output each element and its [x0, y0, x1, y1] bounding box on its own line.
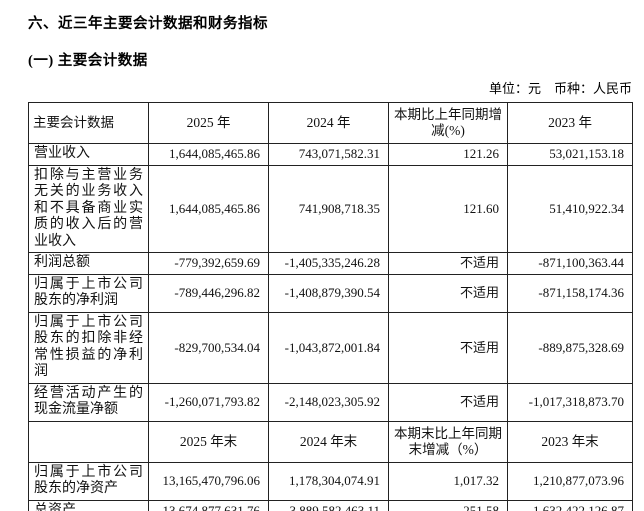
table-row-net-profit-excl-nonrecurring: 归属于上市公司股东的扣除非经常性损益的净利润 -829,700,534.04 -…: [28, 311, 633, 384]
value-2025: 1,644,085,465.86: [148, 143, 269, 166]
value-2023: 51,410,922.34: [507, 164, 633, 253]
value-2024: -1,408,879,390.54: [268, 273, 389, 313]
value-2023: -871,100,363.44: [507, 252, 633, 275]
subsection-title: (一) 主要会计数据: [28, 53, 148, 69]
value-yoy: 不适用: [388, 382, 508, 422]
table-row-revenue-after-deduction: 扣除与主营业务无关的业务收入和不具备商业实质的收入后的营业收入 1,644,08…: [28, 164, 633, 253]
value-2024-end: 1,178,304,074.91: [268, 461, 389, 501]
table-row-net-assets-attributable: 归属于上市公司股东的净资产 13,165,470,796.06 1,178,30…: [28, 461, 633, 501]
table-header-row-annual: 主要会计数据 2025 年 2024 年 本期比上年同期增减(%) 2023 年: [28, 102, 633, 144]
value-2024: -1,405,335,246.28: [268, 252, 389, 275]
column-header-period-end-change: 本期末比上年同期末增减（%）: [388, 420, 508, 463]
value-2023-end: 1,210,877,073.96: [507, 461, 633, 501]
section-title: 六、近三年主要会计数据和财务指标: [28, 16, 268, 32]
value-2023-end: 1,632,422,126.87: [507, 499, 633, 511]
column-header-metric: 主要会计数据: [28, 102, 149, 144]
value-2025: 1,644,085,465.86: [148, 164, 269, 253]
column-header-empty: [28, 420, 149, 463]
row-label: 归属于上市公司股东的扣除非经常性损益的净利润: [28, 311, 149, 384]
value-2025-end: 13,674,877,631.76: [148, 499, 269, 511]
table-row-total-assets: 总资产 13,674,877,631.76 3,889,582,463.11 2…: [28, 499, 633, 511]
value-2023: 53,021,153.18: [507, 143, 633, 166]
table-row-operating-cash-flow: 经营活动产生的现金流量净额 -1,260,071,793.82 -2,148,0…: [28, 382, 633, 422]
column-header-2025-end: 2025 年末: [148, 420, 269, 463]
unit-currency-note: 单位：元 币种：人民币: [488, 81, 632, 96]
table-row-total-profit: 利润总额 -779,392,659.69 -1,405,335,246.28 不…: [28, 252, 633, 275]
value-2023: -889,875,328.69: [507, 311, 633, 384]
value-2024: -2,148,023,305.92: [268, 382, 389, 422]
table-header-row-period-end: 2025 年末 2024 年末 本期末比上年同期末增减（%） 2023 年末: [28, 420, 633, 463]
value-2025: -789,446,296.82: [148, 273, 269, 313]
column-header-2023-end: 2023 年末: [507, 420, 633, 463]
value-2025: -829,700,534.04: [148, 311, 269, 384]
row-label: 经营活动产生的现金流量净额: [28, 382, 149, 422]
value-yoy: 121.26: [388, 143, 508, 166]
value-yoy: 不适用: [388, 252, 508, 275]
value-2024: -1,043,872,001.84: [268, 311, 389, 384]
row-label: 营业收入: [28, 143, 149, 166]
value-period-end-change: 1,017.32: [388, 461, 508, 501]
row-label: 利润总额: [28, 252, 149, 275]
row-label: 扣除与主营业务无关的业务收入和不具备商业实质的收入后的营业收入: [28, 164, 149, 253]
value-2025: -779,392,659.69: [148, 252, 269, 275]
column-header-yoy-change: 本期比上年同期增减(%): [388, 102, 508, 144]
value-period-end-change: 251.58: [388, 499, 508, 511]
value-2024-end: 3,889,582,463.11: [268, 499, 389, 511]
value-2025-end: 13,165,470,796.06: [148, 461, 269, 501]
column-header-2024-end: 2024 年末: [268, 420, 389, 463]
value-2024: 743,071,582.31: [268, 143, 389, 166]
row-label: 总资产: [28, 499, 149, 511]
value-2023: -1,017,318,873.70: [507, 382, 633, 422]
column-header-2025: 2025 年: [148, 102, 269, 144]
value-2023: -871,158,174.36: [507, 273, 633, 313]
value-yoy: 不适用: [388, 273, 508, 313]
table-row-net-profit-attributable: 归属于上市公司股东的净利润 -789,446,296.82 -1,408,879…: [28, 273, 633, 313]
financial-data-table: 主要会计数据 2025 年 2024 年 本期比上年同期增减(%) 2023 年…: [28, 102, 633, 511]
value-2024: 741,908,718.35: [268, 164, 389, 253]
row-label: 归属于上市公司股东的净利润: [28, 273, 149, 313]
row-label: 归属于上市公司股东的净资产: [28, 461, 149, 501]
column-header-2023: 2023 年: [507, 102, 633, 144]
table-row-operating-revenue: 营业收入 1,644,085,465.86 743,071,582.31 121…: [28, 143, 633, 166]
value-2025: -1,260,071,793.82: [148, 382, 269, 422]
value-yoy: 121.60: [388, 164, 508, 253]
column-header-2024: 2024 年: [268, 102, 389, 144]
value-yoy: 不适用: [388, 311, 508, 384]
